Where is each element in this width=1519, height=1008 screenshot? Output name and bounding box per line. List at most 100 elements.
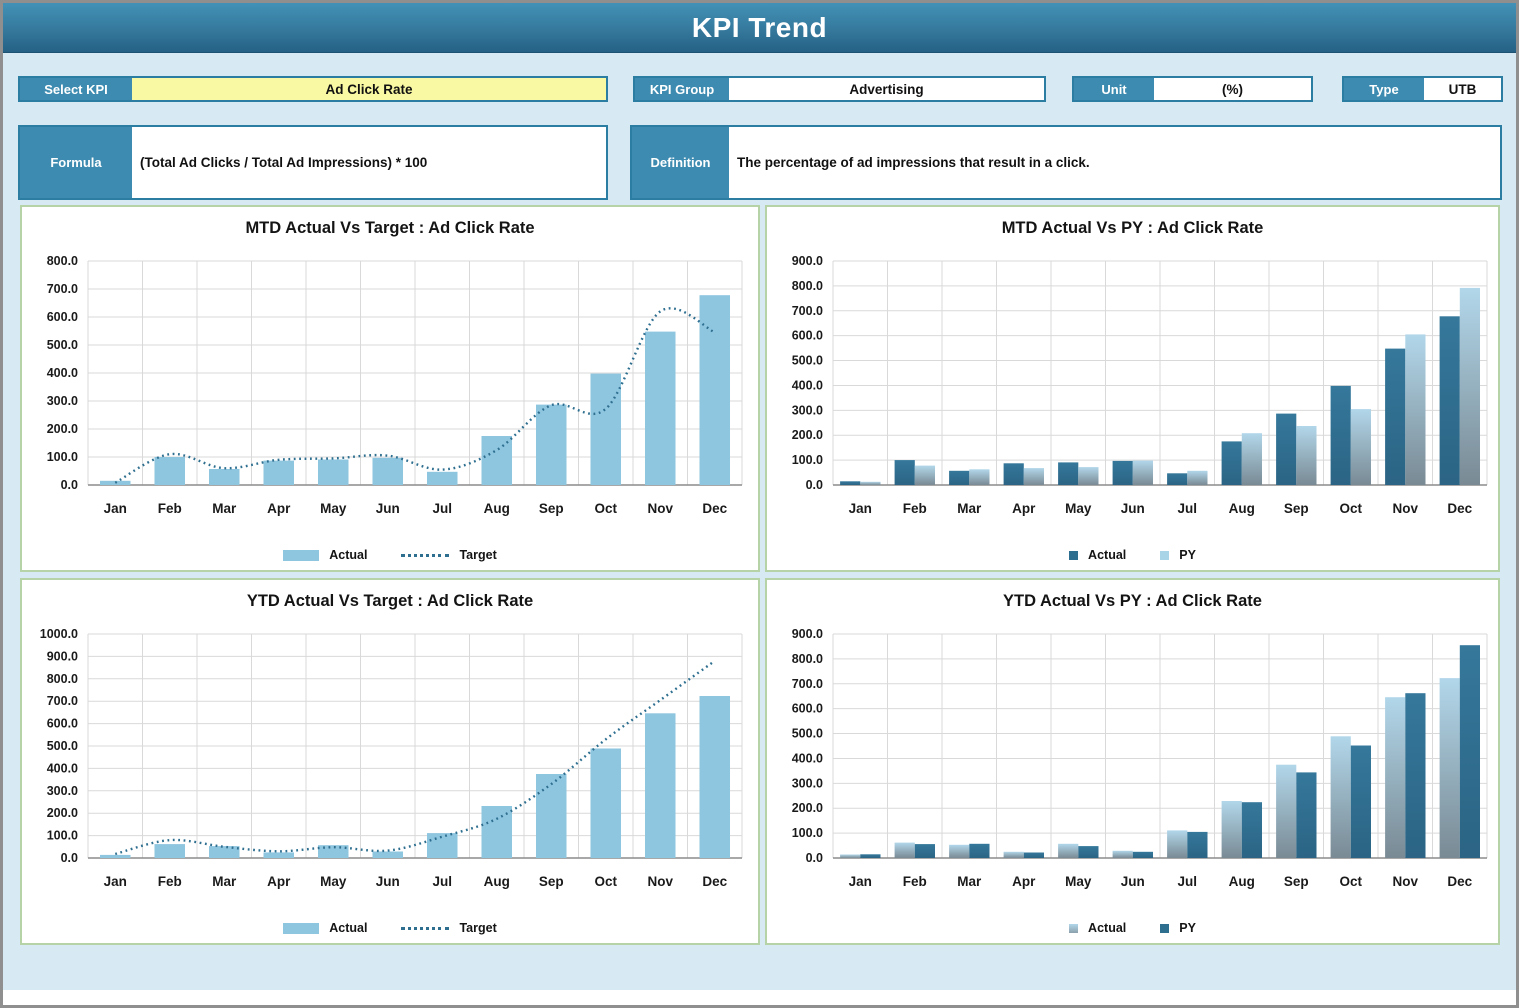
bar	[1350, 745, 1371, 858]
legend-actual-label: Actual	[1088, 548, 1127, 562]
kpi-group-label: KPI Group	[635, 78, 729, 100]
bar	[154, 844, 185, 858]
bar	[860, 481, 881, 485]
bar	[645, 331, 676, 485]
svg-text:Sep: Sep	[1284, 874, 1309, 889]
bar	[100, 854, 131, 858]
svg-text:Aug: Aug	[1229, 501, 1255, 516]
svg-text:700.0: 700.0	[47, 694, 78, 708]
bar	[699, 696, 730, 858]
bar	[536, 774, 567, 858]
bar	[1003, 463, 1024, 485]
svg-text:500.0: 500.0	[47, 739, 78, 753]
svg-text:500.0: 500.0	[792, 354, 823, 368]
svg-text:Sep: Sep	[1284, 501, 1309, 516]
gridlines	[832, 260, 1488, 486]
bar	[372, 457, 403, 485]
bar	[1276, 413, 1297, 485]
svg-text:Jan: Jan	[849, 501, 872, 516]
bar	[1350, 409, 1371, 485]
select-kpi-input[interactable]: Ad Click Rate	[132, 78, 606, 100]
svg-text:100.0: 100.0	[792, 453, 823, 467]
bar	[894, 842, 915, 858]
svg-text:May: May	[1065, 501, 1092, 516]
bar	[590, 373, 621, 485]
svg-text:Jun: Jun	[376, 874, 400, 889]
bar	[372, 851, 403, 858]
svg-text:Feb: Feb	[158, 874, 182, 889]
svg-text:300.0: 300.0	[792, 403, 823, 417]
bar	[914, 465, 935, 485]
legend-actual-label: Actual	[329, 548, 368, 562]
bar	[1385, 697, 1406, 858]
unit-label: Unit	[1074, 78, 1154, 100]
legend-py-label: PY	[1179, 548, 1196, 562]
svg-text:Apr: Apr	[267, 501, 291, 516]
bar	[1405, 693, 1426, 858]
svg-text:400.0: 400.0	[47, 761, 78, 775]
svg-text:400.0: 400.0	[47, 366, 78, 380]
svg-text:May: May	[1065, 874, 1092, 889]
svg-text:700.0: 700.0	[792, 304, 823, 318]
svg-text:Jul: Jul	[1178, 501, 1198, 516]
x-axis-labels: Jan Feb Mar Apr May Jun Jul Aug Sep Oct Nov Dec	[104, 874, 728, 889]
y-axis-labels: 0.0 100.0 200.0 300.0 400.0 500.0 600.0 700.0 80…	[792, 627, 823, 865]
bar	[318, 845, 349, 858]
svg-text:Apr: Apr	[1012, 501, 1036, 516]
bar-series-py	[860, 287, 1480, 485]
svg-text:Jul: Jul	[433, 501, 453, 516]
svg-text:400.0: 400.0	[792, 751, 823, 765]
bar	[1439, 316, 1460, 485]
legend-py-label: PY	[1179, 921, 1196, 935]
legend-actual-bar-swatch	[283, 549, 320, 561]
bar	[1187, 470, 1208, 485]
bar	[914, 844, 935, 858]
formula-value: (Total Ad Clicks / Total Ad Impressions)…	[132, 127, 606, 198]
svg-text:700.0: 700.0	[792, 677, 823, 691]
legend-py-swatch	[1160, 923, 1170, 933]
bar	[1112, 850, 1133, 858]
x-axis-labels: Jan Feb Mar Apr May Jun Jul Aug Sep Oct Nov Dec	[849, 501, 1473, 516]
bar	[318, 459, 349, 485]
dashboard-background: KPI Trend Select KPI Ad Click Rate KPI G…	[3, 3, 1516, 990]
bar	[154, 457, 185, 485]
legend-target-line-swatch	[401, 926, 450, 930]
definition-control: Definition The percentage of ad impressi…	[630, 125, 1502, 200]
svg-text:Nov: Nov	[1393, 501, 1419, 516]
bar	[1330, 736, 1351, 858]
svg-text:May: May	[320, 501, 347, 516]
bar	[1023, 468, 1044, 485]
bar-series-actual	[100, 696, 730, 858]
chart-panel-ytd-target: YTD Actual Vs Target : Ad Click Rate 0.0…	[20, 578, 760, 945]
svg-text:Mar: Mar	[957, 501, 982, 516]
svg-text:Apr: Apr	[267, 874, 291, 889]
svg-text:Oct: Oct	[595, 501, 618, 516]
gridlines	[87, 260, 743, 486]
chart-legend: Actual Target	[22, 921, 758, 935]
legend-actual-label: Actual	[329, 921, 368, 935]
y-axis-labels: 0.0 100.0 200.0 300.0 400.0 500.0 600.0 700.0 80…	[40, 627, 78, 865]
legend-actual-swatch	[1069, 923, 1079, 933]
select-kpi-label: Select KPI	[20, 78, 132, 100]
bar	[894, 460, 915, 485]
svg-text:Jul: Jul	[433, 874, 453, 889]
bar	[263, 852, 294, 858]
bar	[1003, 851, 1024, 858]
type-value: UTB	[1424, 78, 1501, 100]
bar	[481, 436, 512, 485]
svg-text:0.0: 0.0	[806, 851, 823, 865]
bar	[100, 480, 131, 485]
svg-text:300.0: 300.0	[47, 394, 78, 408]
chart-panel-mtd-py: MTD Actual Vs PY : Ad Click Rate 0.0 100.…	[765, 205, 1500, 572]
svg-text:500.0: 500.0	[47, 338, 78, 352]
svg-text:Nov: Nov	[648, 874, 674, 889]
svg-text:100.0: 100.0	[792, 826, 823, 840]
bar-series-py	[860, 645, 1480, 858]
bar	[840, 854, 861, 858]
svg-text:May: May	[320, 874, 347, 889]
bar	[1132, 460, 1153, 485]
chart-legend: Actual Target	[22, 548, 758, 562]
svg-text:Oct: Oct	[1340, 874, 1363, 889]
svg-text:Aug: Aug	[1229, 874, 1255, 889]
definition-label: Definition	[632, 127, 729, 198]
